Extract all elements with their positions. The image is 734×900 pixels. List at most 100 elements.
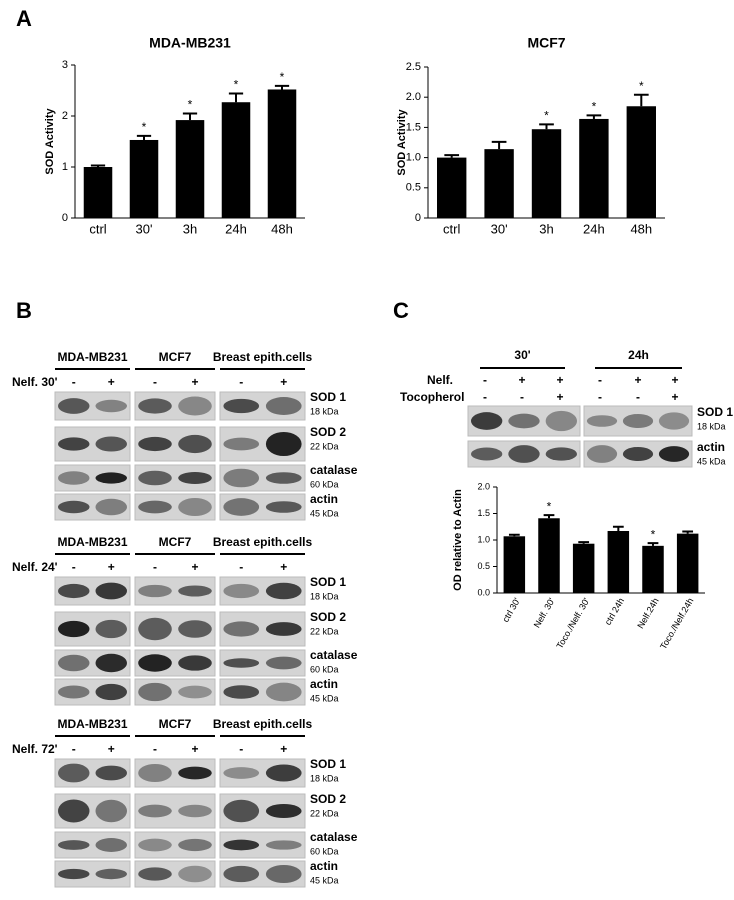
significance-marker: * — [188, 98, 193, 112]
x-tick-label: Toco./Nelf. 30' — [554, 596, 591, 650]
lane-sign: - — [520, 390, 524, 404]
blot-band — [178, 620, 212, 638]
x-tick-label: Nelf.24h — [635, 596, 660, 630]
error-bar — [274, 84, 290, 90]
blot-band — [545, 410, 578, 432]
protein-size: 22 kDa — [310, 626, 339, 636]
y-tick-label: 1 — [62, 161, 68, 173]
blot-image — [134, 831, 216, 859]
bar — [503, 536, 526, 593]
lane-sign: + — [108, 742, 115, 756]
significance-marker: * — [544, 109, 549, 123]
blot-band — [265, 622, 302, 636]
error-bar — [228, 92, 244, 103]
blot-band — [138, 838, 172, 852]
blot-band — [178, 804, 212, 818]
x-tick-label: 24h — [225, 221, 247, 236]
blot-band — [138, 654, 172, 672]
blot-band — [95, 765, 127, 781]
bar — [484, 149, 514, 218]
blot-band — [58, 799, 90, 823]
blot-band — [178, 865, 212, 883]
error-bar — [682, 530, 694, 534]
blot-band — [223, 583, 260, 599]
error-bar — [182, 112, 198, 121]
blot-band — [178, 434, 212, 454]
cell-line-header: Breast epith.cells — [213, 717, 313, 731]
protein-name: SOD 1 — [310, 575, 346, 589]
lane-sign: - — [239, 742, 243, 756]
error-bar — [491, 140, 507, 150]
lane-sign: + — [191, 375, 198, 389]
x-tick-label: 48h — [271, 221, 293, 236]
error-bar — [508, 533, 520, 537]
blot-band — [138, 617, 172, 641]
lane-sign: + — [280, 375, 287, 389]
x-tick-label: Nelf. 30' — [532, 596, 557, 630]
blot-band — [178, 497, 212, 517]
x-tick-label: 48h — [630, 221, 652, 236]
significance-marker: * — [234, 78, 239, 92]
blot-band — [58, 685, 90, 699]
bar — [676, 533, 699, 593]
error-bar — [586, 114, 602, 119]
blot-band — [95, 582, 127, 600]
lane-sign: + — [671, 390, 678, 404]
blot-band — [95, 683, 127, 701]
y-tick-label: 3 — [62, 59, 68, 71]
lane-sign: + — [280, 560, 287, 574]
significance-marker: * — [142, 120, 147, 134]
blot-band — [622, 446, 654, 462]
y-axis-label: OD relative to Actin — [452, 489, 464, 591]
lane-sign: - — [598, 373, 602, 387]
significance-marker: * — [592, 99, 597, 113]
bar — [579, 118, 609, 218]
treatment-label: Nelf. 30' — [12, 375, 58, 389]
blot-band — [95, 868, 127, 880]
lane-sign: - — [636, 390, 640, 404]
blot-band — [265, 764, 302, 782]
blot-band — [138, 584, 172, 598]
blot-band — [58, 763, 90, 783]
blot-band — [58, 471, 90, 485]
blot-band — [658, 412, 690, 430]
y-tick-label: 1.5 — [406, 121, 421, 133]
lane-sign: + — [108, 375, 115, 389]
protein-name: catalase — [310, 648, 358, 662]
protein-name: catalase — [310, 463, 358, 477]
blot-band — [178, 396, 212, 416]
blot-band — [265, 472, 302, 484]
blot-band — [223, 685, 260, 699]
condition-label: Nelf. — [427, 373, 453, 387]
protein-size: 22 kDa — [310, 441, 339, 451]
blot-band — [265, 840, 302, 850]
blot-band — [508, 445, 540, 463]
treatment-label: Nelf. 24' — [12, 560, 58, 574]
x-tick-label: 24h — [583, 221, 605, 236]
y-tick-label: 2 — [62, 110, 68, 122]
blot-band — [470, 447, 503, 461]
y-tick-label: 2.0 — [406, 91, 421, 103]
significance-marker: * — [280, 70, 285, 84]
chart-title: MDA-MB231 — [149, 35, 231, 51]
blot-band — [265, 656, 302, 670]
blot-image — [583, 405, 693, 437]
y-tick-label: 0.0 — [477, 587, 490, 597]
blot-band — [470, 412, 503, 430]
blot-band — [138, 682, 172, 702]
blot-band — [265, 682, 302, 702]
lane-sign: - — [239, 560, 243, 574]
time-point-header: 30' — [514, 348, 530, 362]
cell-line-header: MCF7 — [159, 717, 192, 731]
blot-band — [265, 864, 302, 884]
cell-line-header: Breast epith.cells — [213, 350, 313, 364]
lane-sign: + — [280, 742, 287, 756]
lane-sign: - — [153, 742, 157, 756]
bar — [572, 543, 595, 593]
lane-sign: - — [153, 375, 157, 389]
x-tick-label: ctrl — [89, 221, 106, 236]
x-tick-label: 3h — [183, 221, 197, 236]
x-tick-label: 30' — [491, 221, 508, 236]
protein-size: 18 kDa — [310, 591, 339, 601]
lane-sign: - — [239, 375, 243, 389]
